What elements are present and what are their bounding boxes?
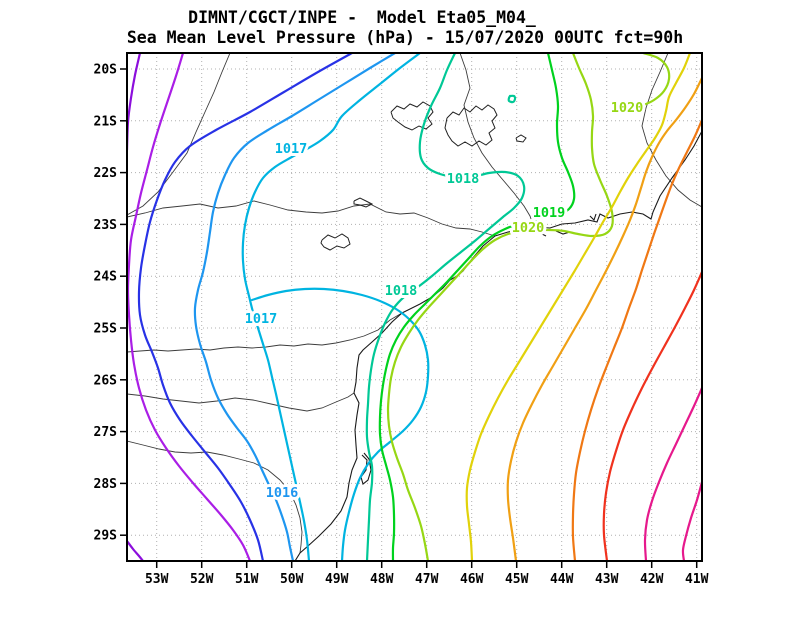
y-axis-label: 28S	[94, 477, 118, 492]
coastline	[539, 232, 547, 237]
y-axis-label: 27S	[94, 425, 118, 440]
isobar-label-1020: 1020	[611, 100, 644, 116]
state-border	[127, 200, 496, 237]
isobar-1019	[378, 53, 576, 561]
lake-outline	[515, 134, 527, 143]
state-border	[641, 53, 702, 208]
isobar-1013	[127, 53, 142, 152]
isobar-label-1016: 1016	[266, 485, 299, 501]
coastline	[589, 213, 597, 222]
y-axis-label: 21S	[94, 114, 118, 129]
coastline	[294, 130, 702, 561]
y-axis-label: 25S	[94, 322, 118, 337]
x-axis-label: 43W	[595, 572, 619, 587]
x-axis-label: 52W	[190, 572, 214, 587]
isobar-1020	[386, 53, 614, 561]
x-axis-label: 42W	[640, 572, 664, 587]
isobar-label-1020: 1020	[512, 220, 545, 236]
map-frame	[126, 52, 703, 562]
isobar-1026	[681, 480, 702, 561]
lake-outline	[390, 101, 434, 131]
y-axis-label: 24S	[94, 270, 118, 285]
isobar-label-1018: 1018	[385, 283, 418, 299]
state-border	[127, 312, 403, 353]
y-axis-label: 29S	[94, 529, 118, 544]
isobar-label-1019: 1019	[533, 205, 566, 221]
x-axis-label: 51W	[235, 572, 259, 587]
isobar-1020	[620, 53, 671, 110]
x-axis-label: 48W	[370, 572, 394, 587]
isobar-label-1017: 1017	[275, 141, 308, 157]
isobar-label-1018: 1018	[447, 171, 480, 187]
lake-outline	[320, 233, 351, 251]
x-axis-label: 41W	[685, 572, 709, 587]
x-axis-label: 44W	[550, 572, 574, 587]
isobar-1014	[127, 53, 252, 561]
state-border	[127, 392, 355, 412]
isobar-1017	[241, 53, 422, 561]
isobar-1024	[602, 270, 702, 561]
y-axis-label: 22S	[94, 166, 118, 181]
geography-layer	[127, 53, 702, 561]
isobar-layer	[127, 53, 702, 561]
isobar-label-1017: 1017	[245, 311, 278, 327]
x-axis-label: 47W	[415, 572, 439, 587]
y-axis-label: 26S	[94, 373, 118, 388]
isobar-1017	[250, 287, 430, 561]
chart-subtitle: Sea Mean Level Pressure (hPa) - 15/07/20…	[126, 28, 684, 47]
isobar-1016	[193, 53, 397, 561]
isobar-1018	[507, 94, 517, 104]
state-border	[127, 440, 303, 554]
x-axis-label: 50W	[280, 572, 304, 587]
isobar-1022	[506, 76, 702, 561]
x-axis-label: 45W	[505, 572, 529, 587]
isobar-1018	[365, 53, 526, 561]
isobar-1025	[643, 386, 702, 561]
y-axis-label: 23S	[94, 218, 118, 233]
state-border	[459, 53, 534, 226]
isobar-1015	[137, 53, 354, 561]
isobar-1023	[571, 118, 702, 561]
isobar-1013	[127, 539, 145, 561]
lake-outline	[353, 197, 374, 208]
chart-title: DIMNT/CGCT/INPE - Model Eta05_M04_	[188, 8, 536, 27]
y-axis-label: 20S	[94, 63, 118, 78]
state-border	[127, 53, 231, 216]
x-axis-label: 46W	[460, 572, 484, 587]
isobar-1021	[465, 53, 692, 561]
axes: 53W 52W 51W 50W 49W 48W 47W 46W 45W 44W 43W 42W 41W 2…	[94, 63, 709, 588]
x-axis-label: 53W	[145, 572, 169, 587]
lake-outline	[444, 104, 498, 147]
x-axis-label: 49W	[325, 572, 349, 587]
